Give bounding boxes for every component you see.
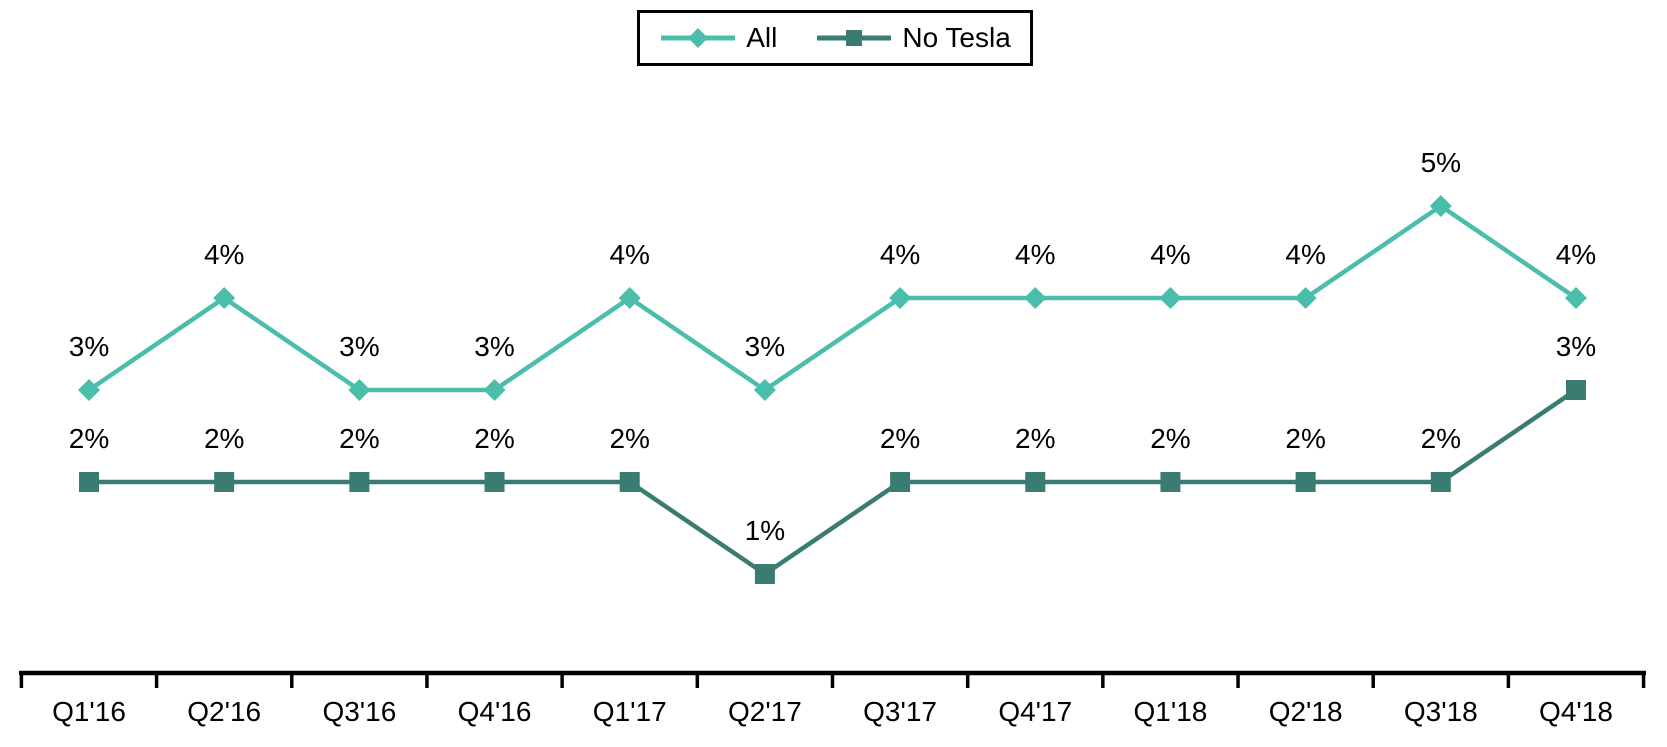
x-tick-label: Q3'16: [322, 696, 396, 727]
data-label: 4%: [609, 239, 649, 270]
data-point-square: [890, 472, 911, 492]
data-label: 2%: [204, 423, 244, 454]
data-point-square: [1565, 380, 1586, 400]
data-point-square: [484, 472, 505, 492]
data-point-diamond: [348, 379, 371, 401]
data-point-square: [1295, 472, 1316, 492]
data-label: 3%: [1556, 331, 1596, 362]
legend: All No Tesla: [637, 10, 1033, 66]
series-line-all: [87, 203, 1578, 393]
data-point-square: [1430, 472, 1451, 492]
legend-sample-all-icon: [661, 28, 736, 48]
data-point-diamond: [78, 379, 100, 401]
x-tick-label: Q2'16: [187, 696, 261, 727]
data-point-square: [349, 472, 370, 492]
data-label: 4%: [204, 239, 244, 270]
x-tick-label: Q2'17: [728, 696, 802, 727]
x-tick-label: Q1'18: [1134, 696, 1208, 727]
x-tick-label: Q4'17: [998, 696, 1072, 727]
data-point-square: [79, 472, 99, 492]
x-tick-label: Q3'18: [1404, 696, 1478, 727]
legend-item-no-tesla[interactable]: No Tesla: [815, 22, 1011, 53]
data-point-diamond: [1024, 287, 1047, 309]
legend-item-all[interactable]: All: [659, 24, 777, 52]
data-point-diamond: [1294, 287, 1317, 309]
data-label: 2%: [474, 423, 514, 454]
legend-label-no-tesla: No Tesla: [902, 22, 1011, 53]
data-point-diamond: [1564, 287, 1587, 309]
data-label: 4%: [1015, 239, 1055, 270]
x-tick-label: Q4'18: [1539, 696, 1613, 727]
data-label: 2%: [1150, 423, 1190, 454]
x-tick-label: Q4'16: [458, 696, 532, 727]
data-label: 4%: [1285, 239, 1325, 270]
x-tick-label: Q2'18: [1269, 696, 1343, 727]
data-label: 2%: [880, 423, 920, 454]
data-point-diamond: [889, 287, 912, 309]
data-label: 3%: [339, 331, 379, 362]
data-point-square: [214, 472, 235, 492]
legend-label-all: All: [746, 22, 778, 53]
data-label: 2%: [69, 423, 109, 454]
data-point-square: [1025, 472, 1046, 492]
data-point-diamond: [1429, 195, 1452, 217]
data-label: 3%: [474, 331, 514, 362]
data-point-diamond: [753, 379, 776, 401]
data-point-square: [619, 472, 640, 492]
data-label: 3%: [745, 331, 785, 362]
data-label: 2%: [1285, 423, 1325, 454]
data-label: 5%: [1421, 147, 1461, 178]
data-label: 4%: [880, 239, 920, 270]
data-label: 2%: [1015, 423, 1055, 454]
data-label: 1%: [745, 515, 785, 546]
data-point-diamond: [213, 287, 236, 309]
data-label: 4%: [1150, 239, 1190, 270]
data-label: 4%: [1556, 239, 1596, 270]
x-tick-label: Q1'16: [52, 696, 126, 727]
legend-sample-no-tesla-icon: [817, 30, 892, 46]
data-point-square: [1160, 472, 1181, 492]
data-point-diamond: [618, 287, 641, 309]
data-label: 2%: [1421, 423, 1461, 454]
x-tick-label: Q1'17: [593, 696, 667, 727]
x-tick-label: Q3'17: [863, 696, 937, 727]
data-point-diamond: [483, 379, 506, 401]
data-label: 2%: [339, 423, 379, 454]
data-label: 2%: [609, 423, 649, 454]
data-point-diamond: [1159, 287, 1182, 309]
data-label: 3%: [69, 331, 109, 362]
data-point-square: [754, 564, 775, 584]
series-line-no-tesla: [89, 388, 1578, 577]
